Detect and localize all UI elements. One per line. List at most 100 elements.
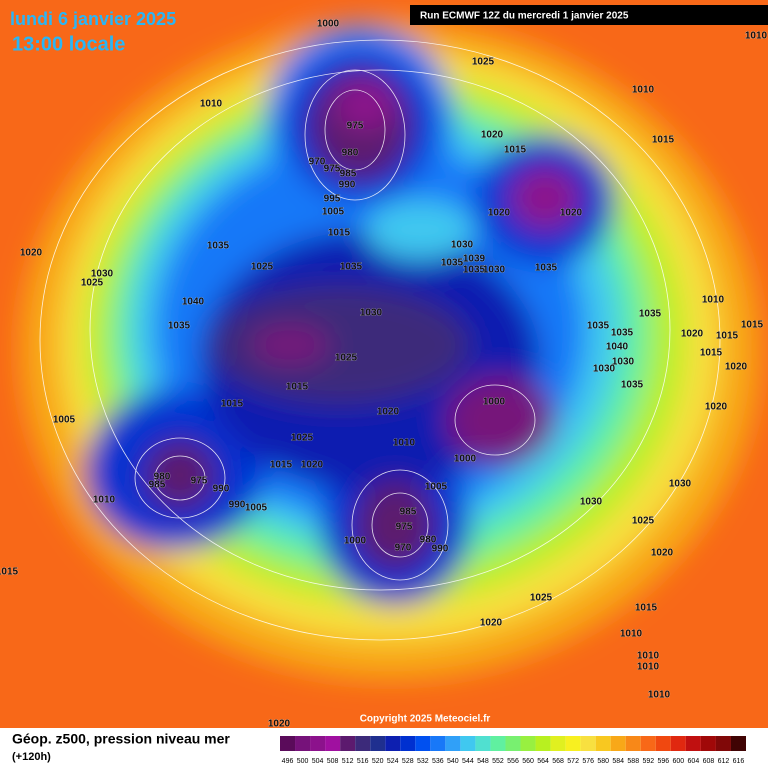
isobar-label: 1030	[580, 497, 603, 508]
isobar-label: 1020	[705, 402, 728, 413]
legend-title: Géop. z500, pression niveau mer	[12, 731, 230, 747]
isobar-label: 1010	[648, 690, 671, 701]
scale-swatch	[295, 736, 311, 751]
scale-label: 604	[688, 758, 700, 765]
isobar-label: 1005	[322, 207, 345, 218]
isobar-label: 1020	[488, 208, 511, 219]
scale-swatch	[385, 736, 401, 751]
scale-swatch	[430, 736, 446, 751]
isobar-label: 1035	[207, 241, 230, 252]
isobar-label: 1005	[245, 503, 268, 514]
scale-swatch	[670, 736, 686, 751]
isobar-label: 975	[396, 522, 413, 533]
isobar-label: 1020	[651, 548, 674, 559]
scale-label: 612	[718, 758, 730, 765]
scale-label: 576	[582, 758, 594, 765]
isobar-label: 1005	[53, 415, 76, 426]
scale-label: 512	[342, 758, 354, 765]
scale-swatch	[310, 736, 326, 751]
scale-swatch	[505, 736, 521, 751]
isobar-label: 1010	[637, 662, 660, 673]
isobar-label: 1020	[268, 719, 291, 730]
scale-label: 556	[507, 758, 519, 765]
isobar-label: 1039	[463, 254, 486, 265]
scale-label: 588	[627, 758, 639, 765]
isobar-label: 1015	[286, 382, 309, 393]
scale-swatch	[655, 736, 671, 751]
isobar-label: 1020	[725, 362, 748, 373]
scale-swatch	[685, 736, 701, 751]
isobar-label: 985	[340, 169, 357, 180]
isobar-label: 1010	[637, 651, 660, 662]
isobar-label: 980	[342, 148, 359, 159]
legend-lead: (+120h)	[12, 751, 51, 763]
scale-swatch	[475, 736, 491, 751]
isobar-label: 1025	[81, 278, 104, 289]
isobar-label: 1035	[535, 263, 558, 274]
scale-label: 564	[537, 758, 549, 765]
isobar-label: 1000	[483, 397, 506, 408]
isobar-label: 995	[324, 194, 341, 205]
scale-label: 596	[657, 758, 669, 765]
scale-swatch	[355, 736, 371, 751]
scale-swatch	[490, 736, 506, 751]
isobar-label: 1015	[700, 348, 723, 359]
isobar-label: 1010	[745, 31, 768, 42]
scale-label: 500	[297, 758, 309, 765]
scale-label: 560	[522, 758, 534, 765]
isobar-label: 1030	[451, 240, 474, 251]
isobar-label: 975	[347, 121, 364, 132]
isobar-label: 970	[395, 543, 412, 554]
isobar-label: 1000	[454, 454, 477, 465]
scale-label: 580	[597, 758, 609, 765]
isobar-label: 1015	[504, 145, 527, 156]
isobar-label: 1015	[0, 567, 19, 578]
isobar-label: 1010	[200, 99, 223, 110]
run-info: Run ECMWF 12Z du mercredi 1 janvier 2025	[420, 11, 629, 22]
scale-swatch	[730, 736, 746, 751]
scale-label: 536	[432, 758, 444, 765]
scale-swatch	[520, 736, 536, 751]
isobar-label: 1025	[472, 57, 495, 68]
scale-swatch	[340, 736, 356, 751]
isobar-label: 1025	[632, 516, 655, 527]
scale-label: 540	[447, 758, 459, 765]
copyright: Copyright 2025 Meteociel.fr	[360, 714, 491, 725]
isobar-label: 990	[432, 544, 449, 555]
isobar-label: 1035	[639, 309, 662, 320]
forecast-time: 13:00 locale	[12, 33, 125, 55]
isobar-label: 1020	[301, 460, 324, 471]
scale-swatch	[595, 736, 611, 751]
isobar-label: 1025	[251, 262, 274, 273]
scale-label: 496	[282, 758, 294, 765]
isobar-label: 1040	[606, 342, 629, 353]
isobar-label: 1015	[652, 135, 675, 146]
isobar-label: 1020	[20, 248, 43, 259]
scale-swatch	[460, 736, 476, 751]
isobar-label: 985	[400, 507, 417, 518]
isobar-label: 1020	[481, 130, 504, 141]
scale-label: 600	[673, 758, 685, 765]
scale-label: 616	[733, 758, 745, 765]
scale-label: 516	[357, 758, 369, 765]
isobar-label: 1030	[360, 308, 383, 319]
isobar-label: 975	[191, 476, 208, 487]
scale-label: 504	[312, 758, 324, 765]
scale-swatch	[610, 736, 626, 751]
scale-label: 520	[372, 758, 384, 765]
isobar-label: 1035	[340, 262, 363, 273]
scale-swatch	[700, 736, 716, 751]
scale-swatch	[715, 736, 731, 751]
scale-label: 544	[462, 758, 474, 765]
isobar-label: 1010	[702, 295, 725, 306]
forecast-date: lundi 6 janvier 2025	[10, 9, 176, 29]
scale-swatch	[280, 736, 296, 751]
isobar-label: 1020	[681, 329, 704, 340]
scale-swatch	[550, 736, 566, 751]
color-scale: 496 500 504 508 512 516 520 524 528 532 536 540 544 5…	[280, 736, 746, 765]
isobar-label: 1025	[335, 353, 358, 364]
scale-label: 552	[492, 758, 504, 765]
isobar-label: 1035	[463, 265, 486, 276]
isobar-label: 980	[420, 535, 437, 546]
